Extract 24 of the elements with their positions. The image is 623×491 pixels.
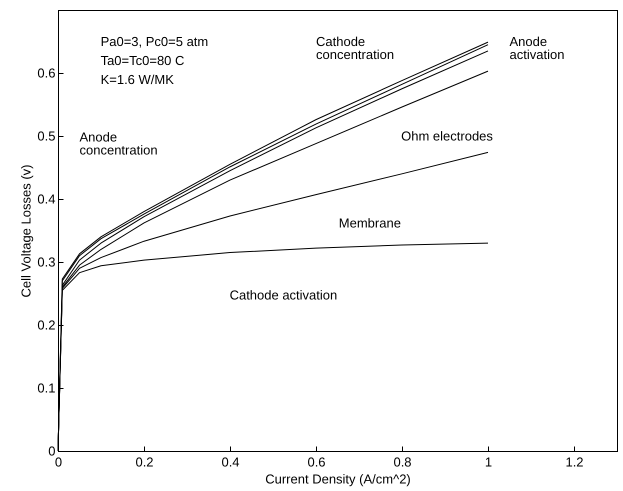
annotation: Anode concentration	[80, 129, 158, 158]
y-tick-label: 0.5	[37, 128, 56, 144]
annotation: K=1.6 W/MK	[100, 72, 174, 87]
x-tick-label: 0.6	[307, 454, 326, 470]
y-tick-label: 0.4	[37, 192, 56, 206]
x-axis-title: Current Density (A/cm^2)	[265, 472, 411, 486]
y-axis-title: Cell Voltage Losses (v)	[18, 164, 34, 298]
y-tick-label: 0	[48, 444, 56, 458]
annotation: Pa0=3, Pc0=5 atm	[100, 34, 208, 50]
annotation: Cathode activation	[230, 287, 338, 302]
x-tick-label: 1.2	[565, 454, 584, 470]
x-tick-label: 0.8	[393, 454, 412, 470]
annotation: Membrane	[338, 216, 401, 231]
x-tick-label: 0.4	[221, 454, 240, 470]
y-tick-label: 0.3	[37, 254, 56, 270]
annotation: Ta0=Tc0=80 C	[100, 53, 184, 68]
annotation: Anode activation	[510, 34, 564, 62]
x-tick-label: 0.2	[135, 454, 154, 470]
y-tick-label: 0.1	[37, 380, 56, 396]
annotation: Ohm electrodes	[401, 128, 494, 144]
annotation: Cathode concentration	[316, 34, 394, 62]
y-tick-label: 0.6	[37, 66, 56, 80]
y-tick-label: 0.2	[37, 318, 56, 332]
x-tick-label: 1	[484, 454, 492, 470]
